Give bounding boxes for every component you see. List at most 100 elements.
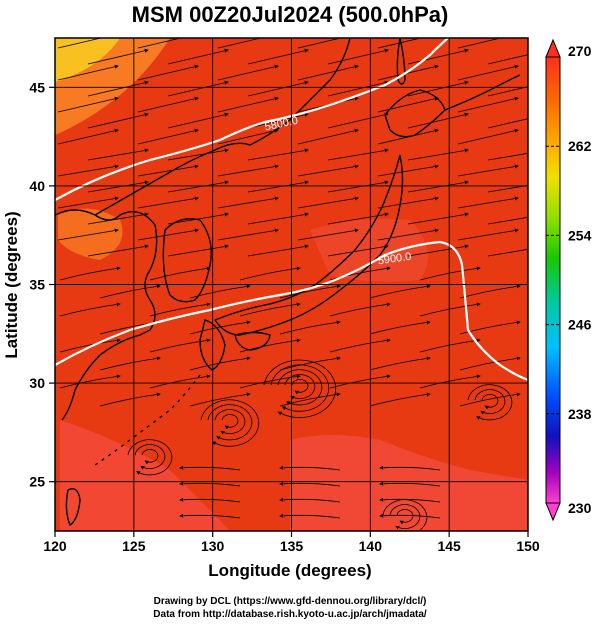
coastline-ryukyu [94,374,201,466]
gridlines [55,38,528,531]
streamline [487,184,528,193]
streamline [179,481,241,487]
streamline [419,266,481,281]
streamline [247,212,309,225]
coastlines [55,38,521,527]
streamline [407,80,469,97]
streamline [407,180,469,193]
streamline [327,48,389,65]
streamline [149,374,211,389]
contour-label-5900: 5900.0 [377,251,412,268]
streamline [217,196,279,209]
streamline [149,338,211,353]
streamline [327,148,389,161]
streamline [247,180,309,193]
colorbar-tick-label: 230 [568,500,592,516]
streamline [137,228,199,241]
streamline-eddy [481,394,499,410]
coastline-china-ne [94,38,351,216]
x-axis: 120 125 130 135 140 145 150 [43,531,540,554]
footer-drawing-credit: Drawing by DCL (https://www.gfd-dennou.o… [154,596,427,607]
x-tick-label: 135 [280,538,304,554]
streamline-eddy [141,449,159,465]
streamline [279,497,341,503]
coastline-korea [162,218,212,303]
streamline [457,128,519,145]
y-axis-label: Latitude (degrees) [2,211,21,358]
temperature-field-hot-region-ne [310,218,428,282]
streamline [59,302,121,317]
streamline [407,244,469,257]
streamline [247,48,309,65]
streamline [247,80,309,97]
streamline [459,392,521,407]
y-axis: 25 30 35 40 45 [29,79,55,490]
wind-streamlines [57,38,528,531]
streamline [297,38,343,49]
streamline [57,164,119,177]
streamline-eddy [263,359,337,418]
streamline [217,228,279,241]
streamline [279,284,341,299]
contour-line-5800 [55,38,449,201]
streamline [57,38,103,49]
streamline [87,148,149,161]
y-tick-label: 40 [29,178,45,194]
colorbar: 270 262 254 246 238 230 [545,38,592,522]
streamline-eddy [284,374,316,400]
contours [55,38,528,382]
streamline [327,180,389,193]
streamline [217,96,279,113]
streamline-eddy [200,399,260,447]
streamline [99,356,161,371]
streamline [99,392,161,407]
streamline [87,244,149,257]
coastline-hokkaido [384,89,446,138]
streamline [327,80,389,97]
streamline [457,196,519,209]
streamline [457,164,519,177]
streamline [487,54,528,65]
streamline [57,128,119,145]
streamline-eddy [277,369,323,406]
y-tick-label: 35 [29,277,45,293]
streamline [279,320,341,335]
streamline [297,64,359,81]
streamline [239,374,301,389]
temperature-field-hot-region [290,435,528,531]
y-tick-label: 45 [29,79,45,95]
streamline [377,38,423,49]
colorbar-bottom-triangle [545,502,561,522]
streamline [457,64,519,81]
streamline-eddy [396,509,414,525]
streamline [167,180,229,193]
streamline [57,228,119,241]
streamline [407,48,469,65]
streamline [57,64,119,81]
streamline [297,228,359,241]
streamline [457,228,519,241]
streamline-eddy [207,404,253,441]
streamline [459,320,521,335]
streamline [167,48,229,65]
x-tick-label: 150 [516,538,540,554]
streamline [137,38,183,49]
x-tick-label: 125 [122,538,146,554]
streamline [379,513,441,519]
temperature-field-coolest-region [55,38,120,82]
streamline [217,64,279,81]
streamline [369,320,431,335]
x-tick-label: 145 [437,538,461,554]
streamline [247,148,309,161]
streamline [87,48,149,65]
streamline [167,244,229,257]
streamline [137,96,199,113]
streamline-eddy [270,364,330,412]
streamline [239,338,301,353]
coastline-taiwan [65,488,81,527]
streamline-eddy [221,414,239,430]
colorbar-tick-label: 254 [568,227,592,243]
x-tick-label: 120 [43,538,67,554]
streamline [487,152,528,161]
